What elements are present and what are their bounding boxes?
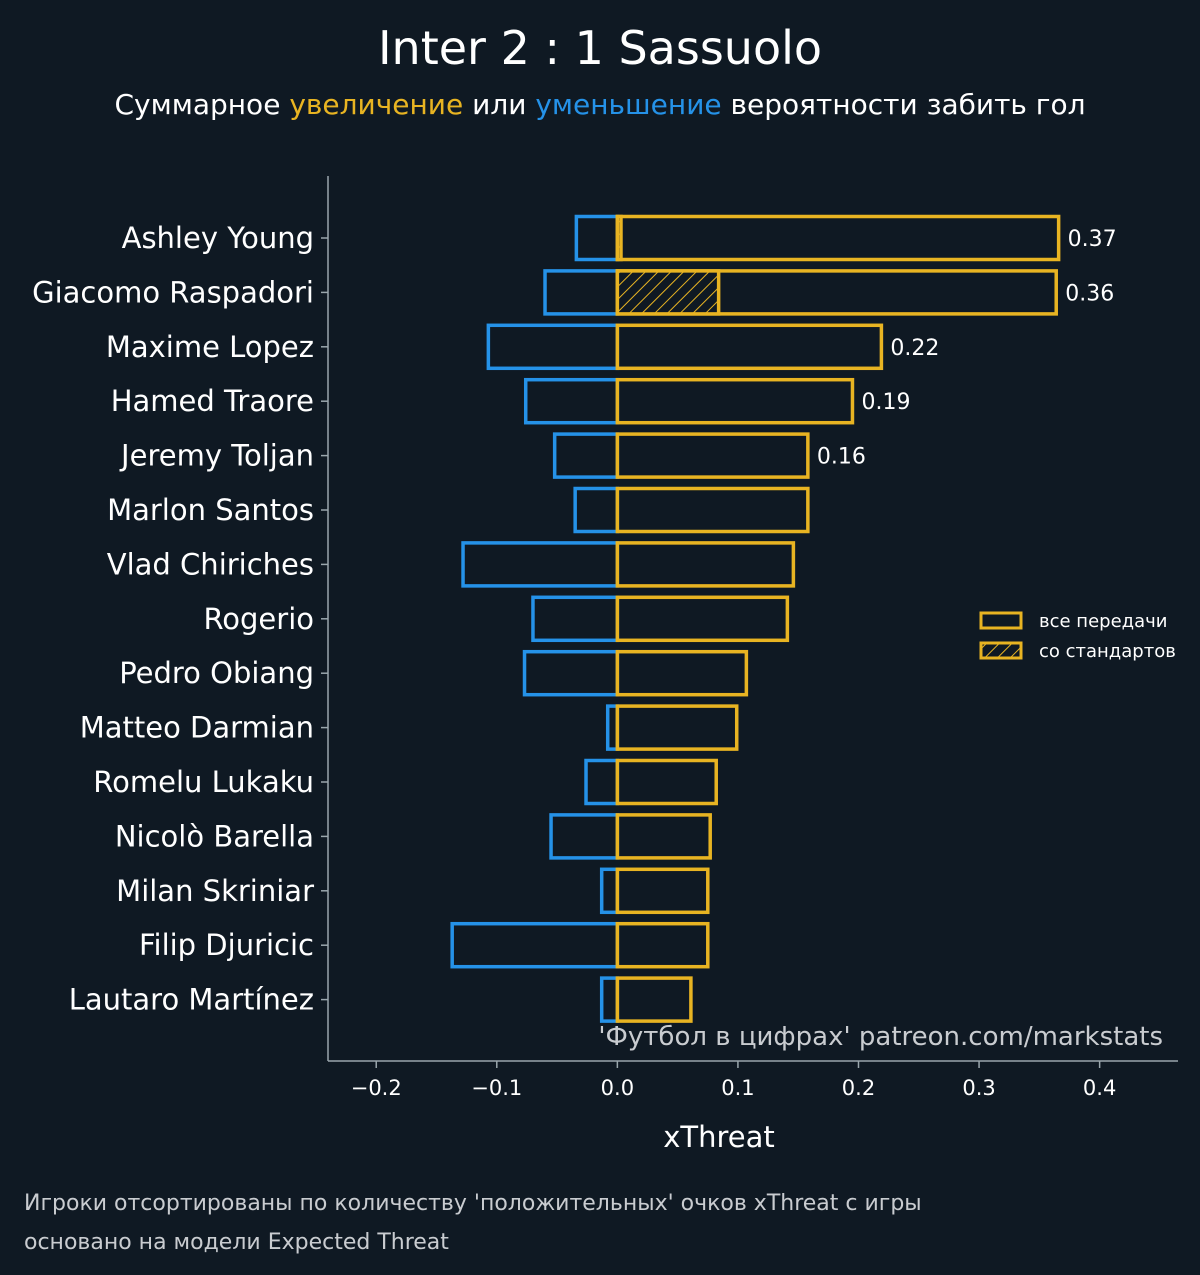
y-tick-label: Giacomo Raspadori — [32, 275, 314, 309]
x-tick-label: 0.0 — [601, 1076, 634, 1100]
bar-positive — [615, 377, 855, 425]
bar-set-piece — [615, 214, 623, 262]
bar-positive — [615, 758, 718, 806]
y-tick-label: Maxime Lopez — [106, 330, 314, 364]
y-tick-label: Ashley Young — [122, 221, 314, 255]
chart-title: Inter 2 : 1 Sassuolo — [378, 21, 822, 75]
y-tick-label: Pedro Obiang — [119, 656, 314, 690]
y-tick-label: Lautaro Martínez — [69, 983, 314, 1017]
x-axis-label: xThreat — [663, 1120, 775, 1154]
bar-positive — [615, 867, 710, 915]
legend: все передачи со стандартов — [979, 611, 1176, 662]
bar-positive — [615, 813, 712, 860]
x-tick-label: 0.1 — [721, 1076, 754, 1100]
legend-label-set-pieces: со стандартов — [1039, 641, 1176, 662]
bar-positive — [615, 432, 810, 479]
value-label: 0.19 — [861, 390, 910, 415]
bar-negative — [531, 595, 620, 643]
y-tick-label: Jeremy Toljan — [119, 439, 314, 473]
legend-swatch-all-passes — [979, 611, 1023, 630]
subtitle-decrease: уменьшение — [535, 88, 721, 121]
bar-positive — [615, 214, 1061, 262]
footnote-line-1: Игроки отсортированы по количеству 'поло… — [24, 1191, 922, 1216]
chart-subtitle: Суммарное увеличение или уменьшение веро… — [114, 88, 1085, 121]
subtitle-prefix: Суммарное — [114, 88, 289, 121]
bar-negative — [599, 867, 620, 915]
value-label: 0.22 — [890, 336, 939, 361]
x-tick-label: 0.3 — [962, 1076, 995, 1100]
x-tick-label: 0.2 — [842, 1076, 875, 1100]
bar-negative — [522, 649, 620, 697]
legend-label-all-passes: все передачи — [1039, 611, 1167, 632]
subtitle-suffix: вероятности забить гол — [722, 88, 1086, 121]
x-tick-label: 0.4 — [1083, 1076, 1116, 1100]
bar-negative — [584, 758, 620, 806]
legend-swatch-set-pieces — [979, 641, 1023, 660]
y-tick-label: Marlon Santos — [107, 493, 314, 527]
y-tick-label: Rogerio — [203, 602, 314, 636]
bar-positive — [615, 704, 739, 751]
bar-negative — [543, 269, 620, 316]
bar-negative — [574, 214, 620, 262]
bar-set-piece — [615, 269, 721, 316]
subtitle-increase: увеличение — [289, 88, 463, 121]
bar-positive — [615, 921, 710, 969]
bar-negative — [450, 921, 620, 969]
bar-negative — [461, 541, 620, 588]
y-tick-label: Hamed Traore — [111, 384, 314, 418]
credit-text: 'Футбол в цифрах' patreon.com/markstats — [598, 1022, 1163, 1052]
bar-negative — [549, 813, 620, 860]
value-label: 0.37 — [1068, 227, 1117, 252]
axes-layer: Ashley Young Giacomo Raspadori Maxime Lope… — [32, 176, 1178, 1100]
x-tick-label: −0.1 — [471, 1076, 522, 1100]
bar-positive — [615, 541, 796, 588]
footnote-line-2: основано на модели Expected Threat — [24, 1230, 449, 1255]
subtitle-middle: или — [463, 88, 535, 121]
bar-negative — [552, 432, 620, 479]
value-label: 0.16 — [817, 445, 866, 470]
y-tick-label: Matteo Darmian — [80, 711, 314, 745]
bar-positive — [615, 323, 884, 371]
bar-positive — [615, 486, 810, 534]
y-tick-label: Milan Skriniar — [116, 874, 314, 908]
y-tick-label: Romelu Lukaku — [93, 765, 314, 799]
bar-negative — [599, 976, 620, 1023]
bar-positive — [615, 595, 790, 643]
bar-negative — [523, 377, 620, 425]
bar-negative — [573, 486, 620, 534]
y-tick-label: Filip Djuricic — [139, 928, 314, 962]
bars-layer: 0.37 0.36 0.22 0.19 0.16 — [450, 214, 1117, 1023]
value-label: 0.36 — [1065, 281, 1114, 306]
x-tick-label: −0.2 — [351, 1076, 402, 1100]
bar-positive — [615, 649, 749, 697]
y-tick-label: Nicolò Barella — [115, 819, 314, 853]
bar-positive — [615, 976, 693, 1023]
bar-negative — [486, 323, 620, 371]
y-tick-label: Vlad Chiriches — [107, 547, 314, 581]
